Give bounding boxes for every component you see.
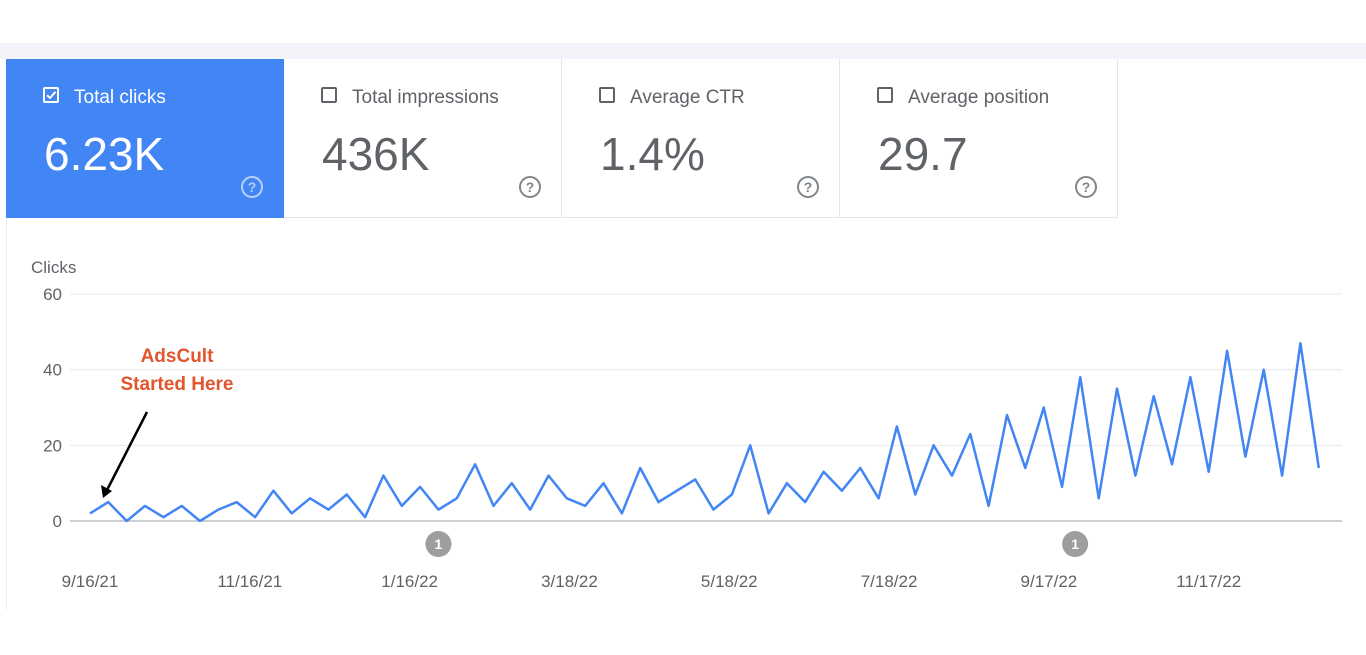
x-tick-label: 7/18/22	[861, 572, 918, 591]
metric-card-average-ctr[interactable]: Average CTR 1.4% ?	[562, 59, 840, 218]
y-axis-label: Clicks	[31, 258, 76, 277]
annotation-note: AdsCult Started Here	[96, 343, 258, 399]
metric-card-total-impressions[interactable]: Total impressions 436K ?	[284, 59, 562, 218]
x-tick-label: 9/17/22	[1021, 572, 1078, 591]
metric-label: Average position	[908, 87, 1050, 108]
checkbox-unchecked-icon[interactable]	[877, 87, 893, 103]
series-line	[89, 341, 1321, 523]
series-layer	[89, 341, 1321, 523]
metric-value: 1.4%	[600, 128, 705, 180]
annotation-line-1: AdsCult	[140, 346, 214, 367]
y-axis-ticks: 0 20 40 60	[43, 285, 62, 531]
annotation-arrow	[101, 411, 149, 498]
metric-card-total-clicks[interactable]: Total clicks 6.23K ?	[6, 59, 284, 218]
metric-card-average-position[interactable]: Average position 29.7 ?	[840, 59, 1118, 218]
metric-label: Average CTR	[630, 87, 745, 108]
top-band	[0, 43, 1366, 59]
metric-label: Total clicks	[74, 87, 166, 108]
help-icon[interactable]: ?	[797, 176, 819, 198]
checkbox-checked-icon[interactable]	[43, 87, 59, 103]
x-tick-label: 5/18/22	[701, 572, 758, 591]
metric-value: 6.23K	[44, 128, 165, 180]
x-axis-ticks: 9/16/21 11/16/21 1/16/22 3/18/22 5/18/22 7/18…	[62, 572, 1242, 591]
annotation-marker	[425, 531, 452, 557]
metric-value: 436K	[322, 128, 430, 180]
gridlines	[70, 293, 1342, 522]
y-tick-label: 0	[53, 512, 62, 531]
checkbox-unchecked-icon[interactable]	[321, 87, 337, 103]
x-tick-label: 9/16/21	[62, 572, 119, 591]
x-tick-label: 3/18/22	[541, 572, 598, 591]
metric-value: 29.7	[878, 128, 968, 180]
y-tick-label: 40	[43, 361, 62, 380]
checkbox-unchecked-icon[interactable]	[599, 87, 615, 103]
annotation-line-2: Started Here	[120, 374, 234, 395]
annotation-marker-label: 1	[435, 536, 443, 552]
metric-label: Total impressions	[352, 87, 499, 108]
metric-cards: Total clicks 6.23K ? Total impressions 4…	[6, 59, 1118, 219]
annotation-marker-label: 1	[1071, 536, 1079, 552]
help-icon[interactable]: ?	[241, 176, 263, 198]
x-tick-label: 11/17/22	[1176, 572, 1241, 591]
x-tick-label: 1/16/22	[381, 572, 438, 591]
y-tick-label: 20	[43, 436, 62, 455]
help-icon[interactable]: ?	[519, 176, 541, 198]
annotation-marker	[1062, 531, 1089, 557]
y-tick-label: 60	[43, 285, 62, 304]
x-tick-label: 11/16/21	[217, 572, 282, 591]
help-icon[interactable]: ?	[1075, 176, 1097, 198]
